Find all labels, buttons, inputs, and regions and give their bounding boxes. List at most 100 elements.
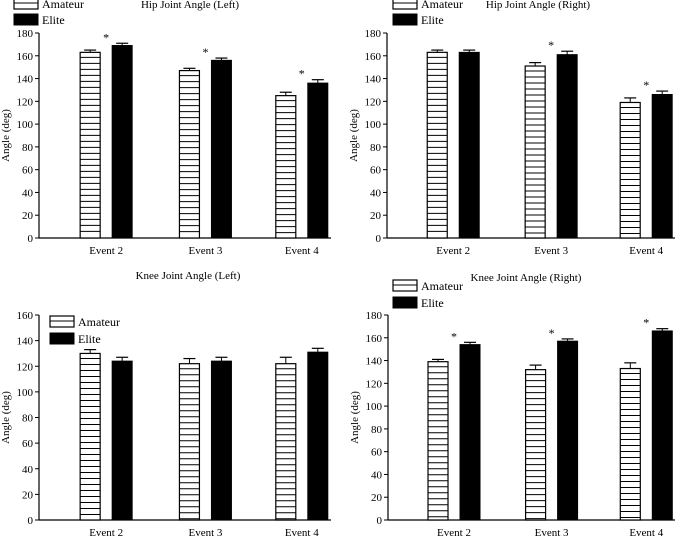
bar-elite (307, 351, 329, 521)
y-tick-label: 100 (366, 401, 383, 413)
bar-amateur (619, 367, 641, 521)
y-axis-label: Angle (deg) (349, 391, 361, 444)
y-tick-label: 120 (17, 361, 34, 373)
bar-elite (651, 330, 673, 521)
y-axis-label: Angle (deg) (348, 109, 360, 162)
bar-elite (557, 340, 579, 521)
y-axis-label: Angle (deg) (0, 109, 12, 162)
legend-swatch-amateur (13, 0, 39, 10)
bar-elite (556, 54, 578, 239)
bar-elite (651, 94, 673, 239)
bar-amateur-frame (426, 51, 448, 239)
x-tick-label: Event 2 (89, 245, 123, 257)
bar-elite (210, 59, 232, 239)
legend-swatch-amateur (392, 0, 418, 10)
bar-amateur (275, 363, 297, 521)
bar-amateur (524, 369, 547, 521)
bar-amateur (619, 101, 641, 239)
bar-elite (111, 360, 133, 521)
bar-amateur-frame (178, 69, 201, 239)
y-axis-label: Angle (deg) (0, 391, 12, 444)
legend-label: Amateur (421, 0, 463, 11)
x-tick-label: Event 4 (629, 527, 663, 538)
bar-amateur (79, 51, 101, 239)
legend-swatch-amateur-frame (13, 0, 39, 10)
bar-amateur-frame (619, 101, 641, 239)
y-tick-label: 0 (377, 515, 383, 527)
y-tick-label: 40 (22, 464, 34, 476)
y-tick-label: 140 (366, 356, 383, 368)
y-tick-label: 140 (365, 74, 382, 86)
legend-swatch-elite (49, 332, 75, 345)
legend-label: Elite (421, 13, 444, 27)
significance-marker: * (643, 316, 649, 330)
y-tick-label: 180 (17, 28, 34, 40)
bar-amateur (275, 95, 297, 239)
legend-swatch-amateur (392, 279, 418, 292)
legend-label: Amateur (78, 315, 120, 329)
bar-elite (459, 344, 481, 521)
x-tick-label: Event 3 (534, 245, 568, 257)
bar-amateur (426, 51, 448, 239)
bar-amateur (178, 69, 201, 239)
y-tick-label: 40 (370, 187, 382, 199)
y-tick-label: 120 (365, 96, 382, 108)
bar-amateur-frame (427, 361, 449, 521)
y-tick-label: 60 (370, 165, 382, 177)
bar-amateur (178, 363, 201, 521)
x-tick-label: Event 3 (188, 527, 222, 538)
legend-swatch-elite (392, 296, 418, 309)
bar-elite (307, 82, 329, 239)
x-tick-label: Event 4 (285, 245, 319, 257)
chart-knee-left: Knee Joint Angle (Left) 0 20 40 60 80 100 120 14… (0, 270, 331, 538)
y-tick-label: 0 (28, 515, 34, 527)
y-tick-label: 20 (371, 492, 383, 504)
y-tick-label: 100 (365, 119, 382, 131)
x-tick-label: Event 2 (436, 245, 470, 257)
y-tick-label: 180 (365, 28, 382, 40)
y-tick-label: 20 (22, 489, 34, 501)
significance-marker: * (549, 326, 555, 340)
legend-label: Elite (42, 13, 65, 27)
x-tick-label: Event 3 (188, 245, 222, 257)
y-tick-label: 120 (17, 96, 34, 108)
y-tick-label: 60 (22, 165, 34, 177)
y-tick-label: 160 (17, 310, 34, 322)
y-tick-label: 160 (366, 333, 383, 345)
bar-amateur (79, 352, 101, 521)
y-tick-label: 80 (370, 142, 382, 154)
bar-amateur (427, 361, 449, 521)
bar-amateur-frame (79, 51, 101, 239)
legend-swatch-elite (13, 13, 39, 26)
bar-elite (458, 51, 480, 239)
x-tick-label: Event 3 (535, 527, 569, 538)
legend-swatch-amateur (49, 315, 75, 328)
y-tick-label: 40 (371, 469, 383, 481)
y-tick-label: 80 (22, 413, 34, 425)
significance-marker: * (103, 30, 109, 44)
chart-title: Hip Joint Angle (Left) (141, 0, 239, 11)
significance-marker: * (299, 67, 305, 81)
chart-title: Knee Joint Angle (Left) (136, 270, 241, 282)
y-tick-label: 20 (22, 210, 34, 222)
significance-marker: * (451, 329, 457, 343)
significance-marker: * (548, 38, 554, 52)
legend-swatch-elite (392, 13, 418, 26)
legend-label: Elite (421, 296, 444, 310)
bar-elite (111, 45, 133, 239)
chart-title: Knee Joint Angle (Right) (471, 272, 582, 284)
y-tick-label: 140 (17, 336, 34, 348)
chart-hip-right: Hip Joint Angle (Right) 0 20 40 60 80 100 120 14… (348, 0, 675, 257)
y-tick-label: 100 (17, 387, 34, 399)
significance-marker: * (643, 78, 649, 92)
bar-elite (210, 360, 232, 521)
y-tick-label: 80 (371, 424, 383, 436)
y-tick-label: 120 (366, 378, 383, 390)
bar-amateur (524, 65, 546, 239)
legend-label: Elite (78, 332, 101, 346)
legend-label: Amateur (421, 279, 463, 293)
y-tick-label: 80 (22, 142, 34, 154)
chart-title: Hip Joint Angle (Right) (486, 0, 591, 11)
y-tick-label: 180 (366, 310, 383, 322)
